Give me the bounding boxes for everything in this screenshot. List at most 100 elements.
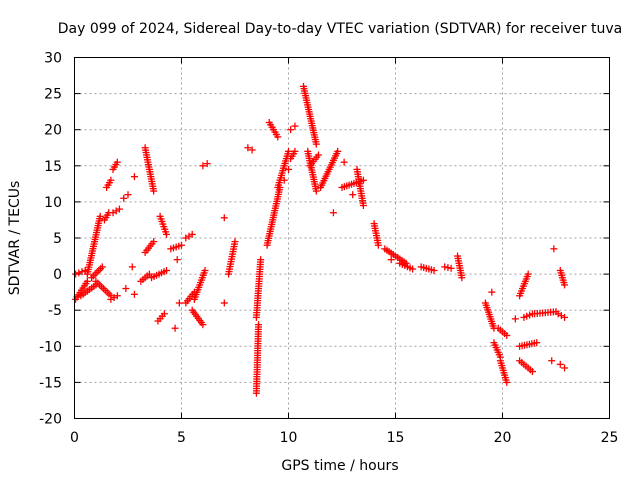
data-point: [441, 263, 449, 271]
data-point: [274, 133, 282, 141]
data-point: [458, 274, 466, 282]
data-point: [83, 277, 91, 285]
y-tick-label: 30: [44, 51, 62, 67]
data-point: [178, 241, 185, 249]
data-point: [280, 176, 288, 184]
data-point: [550, 245, 558, 253]
data-point: [528, 368, 536, 376]
data-point: [312, 140, 320, 148]
data-point: [130, 173, 138, 181]
y-tick-label: 5: [53, 231, 62, 247]
y-tick-label: 25: [44, 87, 62, 103]
data-point: [203, 160, 211, 168]
data-point: [220, 214, 228, 222]
data-point: [374, 241, 382, 249]
plot-frame: [74, 57, 610, 419]
data-point: [312, 187, 320, 195]
data-point: [96, 212, 104, 220]
data-point: [329, 209, 337, 217]
x-tick-label: 10: [280, 430, 298, 446]
y-tick-label: -10: [39, 339, 62, 355]
data-point: [409, 265, 417, 273]
data-point: [561, 313, 569, 321]
y-tick-label: -15: [39, 375, 62, 391]
data-point: [287, 126, 295, 134]
chart-title: Day 099 of 2024, Sidereal Day-to-day VTE…: [58, 21, 622, 37]
x-tick-labels: 0 5 10 15 20 25: [70, 430, 618, 446]
data-point: [314, 151, 322, 159]
data-point: [124, 191, 132, 199]
x-axis-label: GPS time / hours: [281, 458, 398, 474]
data-point: [128, 263, 136, 271]
y-tick-label: -5: [48, 303, 62, 319]
data-point: [503, 331, 511, 339]
data-point: [503, 378, 511, 386]
data-point: [115, 205, 123, 213]
data-point: [285, 165, 292, 173]
data-point: [160, 310, 168, 318]
data-point: [524, 270, 532, 278]
data-point: [145, 270, 153, 278]
data-point: [175, 299, 183, 307]
data-point: [285, 147, 292, 155]
data-point: [257, 256, 265, 264]
data-point: [113, 292, 121, 300]
data-point: [231, 238, 239, 246]
data-point: [113, 158, 121, 166]
data-point: [255, 321, 263, 329]
x-tick-label: 25: [601, 430, 619, 446]
data-point: [340, 158, 348, 166]
data-point: [291, 147, 299, 155]
data-point: [561, 281, 569, 289]
data-point: [120, 194, 128, 202]
x-tick-label: 15: [387, 430, 405, 446]
x-tick-label: 5: [177, 430, 186, 446]
data-point: [78, 268, 86, 276]
data-point: [548, 357, 556, 365]
data-point: [244, 144, 252, 152]
data-point: [334, 147, 342, 155]
data-point: [488, 288, 496, 296]
data-point: [173, 256, 181, 264]
data-point: [387, 256, 395, 264]
data-points: [72, 82, 569, 397]
data-point: [150, 187, 158, 195]
y-tick-label: -20: [39, 412, 62, 428]
data-point: [511, 315, 519, 323]
data-point: [556, 360, 564, 368]
grid-lines: [74, 57, 610, 419]
data-point: [359, 176, 367, 184]
data-point: [163, 266, 171, 274]
y-tick-label: 15: [44, 159, 62, 175]
data-point: [150, 238, 158, 246]
data-point: [188, 230, 196, 238]
data-point: [359, 202, 367, 210]
y-tick-label: 10: [44, 195, 62, 211]
data-point: [430, 266, 438, 274]
y-tick-label: 20: [44, 123, 62, 139]
data-point: [561, 364, 569, 372]
y-tick-labels: -20 -15 -10 -5 0 5 10 15 20 25 30: [39, 51, 62, 428]
data-point: [72, 270, 80, 278]
data-point: [533, 339, 541, 347]
data-point: [122, 285, 130, 293]
data-point: [201, 266, 209, 274]
data-point: [107, 176, 115, 184]
x-tick-label: 0: [70, 430, 79, 446]
data-point: [447, 264, 455, 272]
data-point: [199, 162, 207, 170]
data-point: [248, 146, 256, 154]
data-point: [98, 263, 106, 271]
data-point: [291, 122, 299, 130]
data-point: [163, 230, 171, 238]
y-axis-label: SDTVAR / TECUs: [7, 181, 23, 296]
x-tick-label: 20: [494, 430, 512, 446]
data-point: [199, 321, 207, 329]
data-point: [171, 324, 179, 332]
data-point: [75, 269, 83, 277]
data-point: [444, 264, 452, 272]
data-point: [130, 290, 138, 298]
data-point: [349, 191, 357, 199]
y-tick-label: 0: [53, 267, 62, 283]
